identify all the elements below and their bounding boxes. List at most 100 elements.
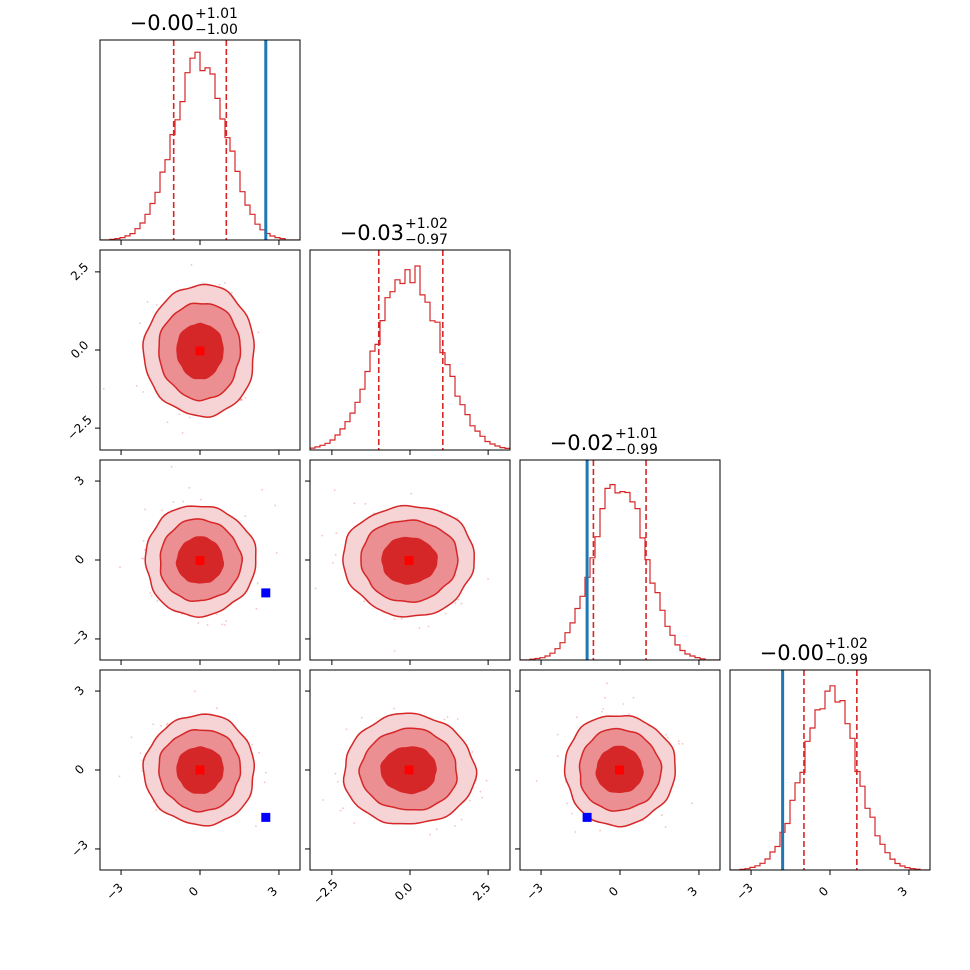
panel-3-2: −3 0 3 [515,669,721,903]
sample-point [400,617,403,620]
title-minus-2: −0.99 [615,442,658,458]
truth-marker [261,812,271,822]
panel-0-0: −0.00 +1.01−1.00 [99,6,301,245]
sample-point [265,771,267,774]
sample-point [456,517,459,519]
sample-point [487,578,489,580]
sample-point [193,690,196,693]
title-plus-3: +1.02 [825,636,868,652]
sample-point [677,740,680,743]
x-tick-label: −3 [523,880,545,902]
sample-point [446,716,449,718]
sample-point [443,718,446,721]
sample-point [602,708,604,710]
sample-point [333,489,336,492]
median-marker [404,556,414,566]
median-marker [195,556,205,566]
y-tick-label: 0.0 [68,338,91,361]
sample-point [364,502,367,505]
panel-frame [519,669,721,871]
x-tick-label: 0 [816,884,831,899]
sample-point [678,742,680,745]
sample-point [454,602,457,605]
sample-point [160,725,162,727]
sample-point [660,814,663,817]
sample-point [481,796,483,799]
sample-point [256,582,259,585]
sample-point [257,331,260,334]
sample-point [141,557,143,560]
sample-point [606,682,608,685]
x-tick-label: 3 [685,884,700,899]
sample-point [339,809,342,812]
sample-point [628,713,631,715]
truth-marker [582,812,592,822]
panel-content [119,465,278,626]
sample-point [216,613,219,616]
sample-point [166,421,169,424]
panel-1-1: −0.03 +1.02−0.97 [309,216,511,455]
x-tick-label: 0.0 [392,880,415,903]
sample-point [255,825,257,827]
sample-point [556,733,559,736]
sample-point [142,391,144,393]
title-minus-0: −1.00 [195,22,238,38]
sample-point [576,716,578,719]
sample-point [170,465,173,468]
sample-point [144,508,147,511]
sample-point [155,304,158,306]
y-tick-label: 3 [72,683,87,698]
sample-point [410,492,413,495]
y-tick-label: 2.5 [68,260,91,283]
sample-point [665,733,667,736]
median-marker [614,765,624,775]
sample-point [332,562,334,564]
sample-point [172,501,175,503]
median-marker [195,765,205,775]
panel-content [520,460,720,660]
sample-point [321,534,324,537]
x-tick-label: 3 [895,884,910,899]
sample-point [206,624,209,626]
sample-point [218,283,221,286]
histogram-3 [730,685,930,870]
sample-point [599,829,601,832]
sample-point [345,728,348,731]
sample-point [335,532,338,535]
y-tick-label: 0 [72,552,87,567]
panel-frame [99,669,301,871]
sample-point [435,828,438,831]
sample-point [468,799,471,802]
sample-point [142,557,145,560]
sample-point [251,743,254,746]
sample-point [143,549,146,551]
sample-point [440,509,443,512]
sample-point [161,509,163,512]
sample-point [135,385,138,387]
sample-point [255,607,258,610]
sample-point [363,600,365,603]
panel-3-3: −0.00 +1.02−0.99 −3 0 3 [729,636,931,903]
sample-point [130,736,133,739]
sample-point [215,707,218,710]
sample-point [230,291,233,294]
sample-point [601,710,603,713]
title-center-1: −0.03 [340,221,404,245]
sample-point [535,780,538,782]
sample-point [178,413,181,416]
sample-point [263,781,266,784]
sample-point [604,696,606,699]
panel-frame [519,459,721,661]
title-center-3: −0.00 [760,641,824,665]
sample-point [139,322,141,325]
sample-point [393,707,395,710]
sample-point [139,752,142,755]
title-center-0: −0.00 [130,11,194,35]
histogram-1 [310,265,510,450]
panel-content [118,690,271,827]
sample-point [418,627,421,629]
sample-point [334,772,337,775]
x-tick-label: −3 [733,880,755,902]
panel-frame [309,249,511,451]
median-marker [404,765,414,775]
